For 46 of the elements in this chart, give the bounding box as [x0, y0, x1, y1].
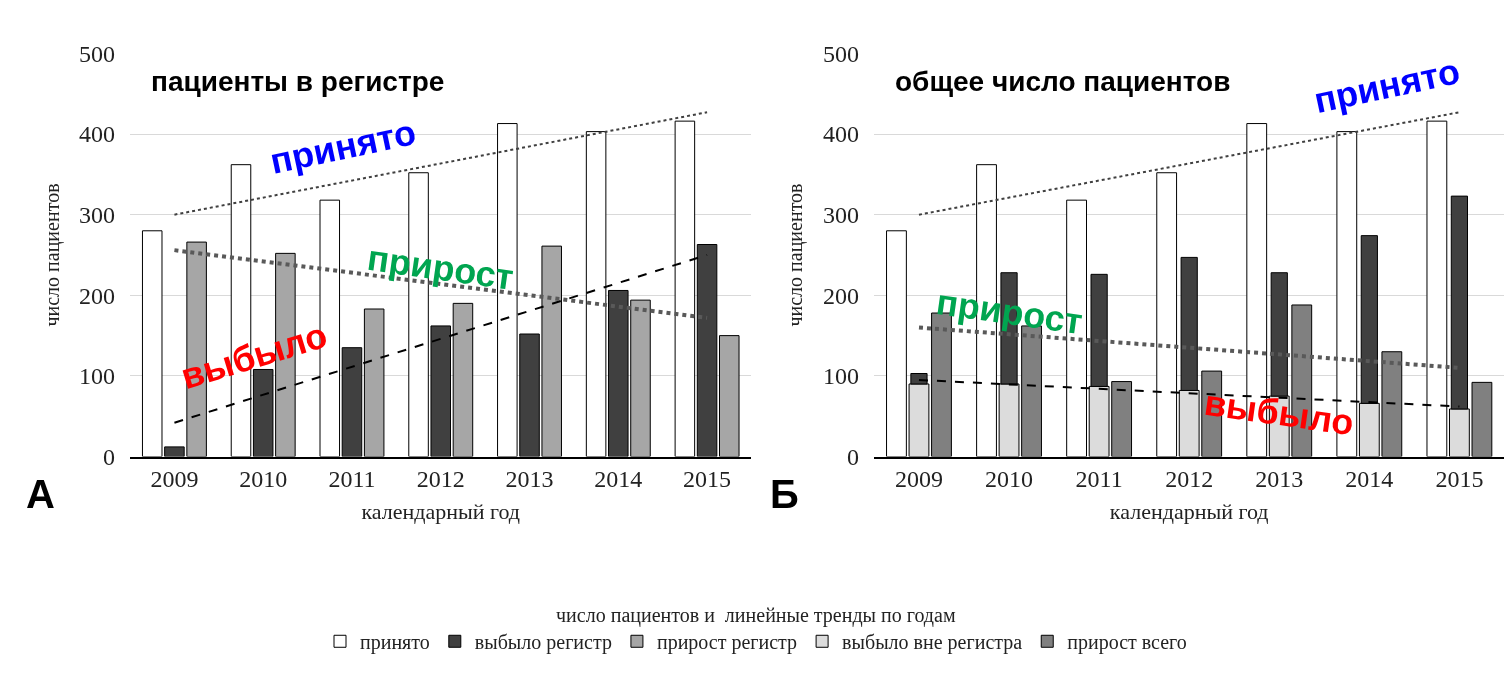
x-tick-label: 2013: [505, 466, 554, 493]
y-tick-label: 300: [822, 202, 859, 229]
x-tick-label: 2013: [1255, 466, 1304, 493]
y-tick-label: 0: [103, 443, 116, 470]
annotation: прирост: [933, 281, 1086, 343]
y-tick-label: 400: [79, 121, 116, 148]
legend-label: выбыло вне регистра: [842, 631, 1023, 655]
text: А: [26, 472, 55, 516]
x-tick-label: 2014: [1345, 466, 1394, 493]
legend-label: прирост всего: [1067, 631, 1187, 655]
annotation: выбыло: [176, 314, 332, 398]
text: общее число пациентов: [895, 66, 1231, 97]
annotation: выбыло: [1201, 381, 1357, 444]
y-tick-label: 500: [79, 40, 116, 67]
y-tick-label: 500: [822, 40, 859, 67]
legend-label: прирост регистр: [656, 631, 798, 655]
y-tick-label: 300: [79, 202, 116, 229]
annotation: прирост: [364, 236, 517, 298]
y-tick-label: 200: [79, 282, 116, 309]
x-tick-label: 2011: [328, 466, 376, 493]
y-tick-label: 100: [822, 363, 859, 390]
x-tick-label: 2012: [1165, 466, 1214, 493]
y-tick-label: 400: [822, 121, 859, 148]
annotation: принято: [1310, 50, 1464, 122]
y-axis-title: число пациентов: [40, 183, 64, 327]
x-axis-title: календарный год: [1109, 498, 1269, 524]
legend-label: выбыло регистр: [474, 631, 612, 655]
legend-label: принято: [360, 631, 430, 655]
x-tick-label: 2012: [416, 466, 465, 493]
y-tick-label: 100: [79, 363, 116, 390]
y-axis-title: число пациентов: [784, 183, 808, 327]
x-tick-label: 2009: [894, 466, 943, 493]
y-tick-label: 200: [822, 282, 859, 309]
x-tick-label: 2010: [985, 466, 1034, 493]
x-tick-label: 2015: [1435, 466, 1484, 493]
annotation: принято: [266, 111, 420, 182]
legend-title: число пациентов и линейные тренды по годам: [556, 603, 956, 627]
x-tick-label: 2011: [1075, 466, 1123, 493]
x-tick-label: 2015: [683, 466, 732, 493]
text: Б: [770, 472, 799, 516]
x-tick-label: 2014: [594, 466, 643, 493]
x-tick-label: 2009: [150, 466, 199, 493]
x-axis-title: календарный год: [361, 498, 521, 524]
y-tick-label: 0: [846, 443, 859, 470]
text: пациенты в регистре: [151, 66, 445, 97]
x-tick-label: 2010: [239, 466, 288, 493]
